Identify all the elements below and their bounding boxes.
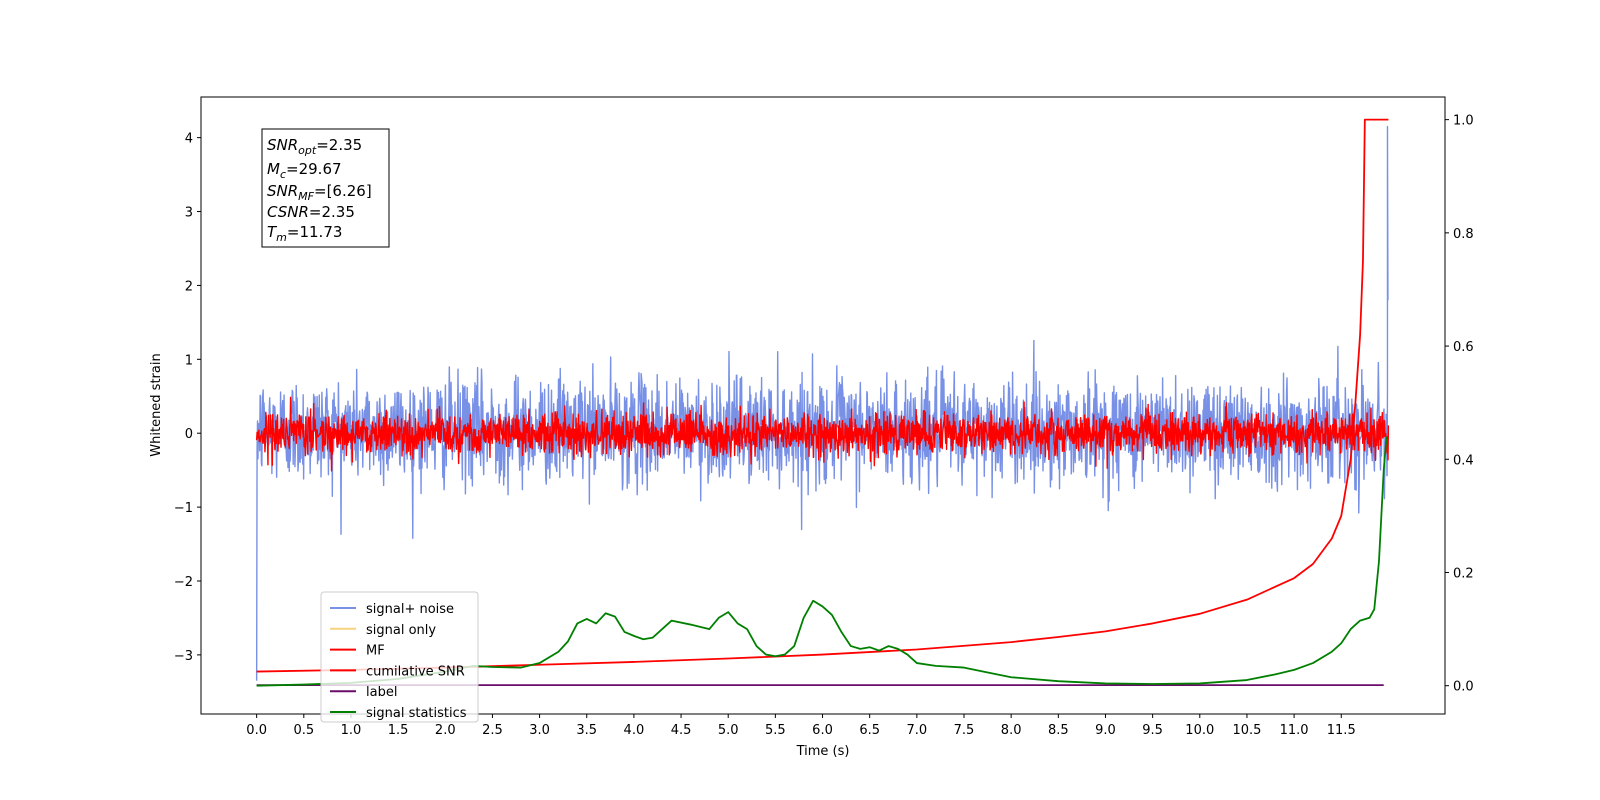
y-left-tick-label: −3 — [174, 649, 193, 664]
legend-label: label — [366, 685, 397, 700]
stats-box: SNRopt=2.35 Mc=29.67 SNRMF=[6.26] CSNR=2… — [261, 128, 390, 248]
x-tick-label: 1.5 — [388, 723, 409, 738]
stat-tm: Tm=11.73 — [267, 223, 342, 244]
x-tick-label: 10.5 — [1232, 723, 1261, 738]
x-tick-label: 11.0 — [1280, 723, 1309, 738]
series-signal-noise — [255, 125, 1389, 681]
x-tick-label: 2.0 — [435, 723, 456, 738]
y-left-tick-label: 2 — [185, 279, 193, 294]
y-right-tick-label: 0.2 — [1453, 566, 1474, 581]
x-tick-label: 6.5 — [859, 723, 880, 738]
y-left-tick-label: 0 — [185, 427, 193, 442]
x-tick-label: 2.5 — [482, 723, 503, 738]
y-right-tick-label: 0.8 — [1453, 227, 1474, 242]
y-left-tick-label: 4 — [185, 132, 193, 147]
x-tick-label: 3.5 — [576, 723, 597, 738]
series-mf — [255, 396, 1390, 472]
x-tick-label: 0.5 — [293, 723, 314, 738]
y-left-tick-label: 1 — [185, 353, 193, 368]
x-tick-label: 6.0 — [812, 723, 833, 738]
x-axis-title: Time (s) — [796, 744, 850, 759]
legend-label: signal+ noise — [366, 602, 454, 617]
series-signal-statistics — [256, 436, 1388, 687]
legend: signal+ noise signal only MF cumilative SNR… — [320, 591, 479, 723]
x-tick-label: 5.0 — [718, 723, 739, 738]
x-tick-label: 3.0 — [529, 723, 550, 738]
stat-mc: Mc=29.67 — [267, 160, 342, 181]
series-cumilative-snr — [256, 118, 1389, 673]
y-right-tick-label: 0.6 — [1453, 340, 1474, 355]
x-tick-label: 9.5 — [1142, 723, 1163, 738]
legend-label: signal only — [366, 623, 436, 638]
legend-label: cumilative SNR — [366, 664, 465, 679]
x-tick-label: 4.0 — [624, 723, 645, 738]
x-tick-label: 8.5 — [1048, 723, 1069, 738]
y-left-tick-label: −2 — [174, 575, 193, 590]
stat-csnr: CSNR=2.35 — [267, 203, 355, 221]
y-left-tick-label: 3 — [185, 206, 193, 221]
y-left-tick-label: −1 — [174, 501, 193, 516]
x-tick-label: 10.0 — [1185, 723, 1214, 738]
x-tick-label: 4.5 — [671, 723, 692, 738]
x-tick-label: 9.0 — [1095, 723, 1116, 738]
x-tick-label: 8.0 — [1001, 723, 1022, 738]
x-tick-label: 7.5 — [954, 723, 975, 738]
y-axis-title: Whitened strain — [149, 353, 164, 456]
stat-snr-mf: SNRMF=[6.26] — [267, 182, 372, 203]
x-tick-label: 11.5 — [1327, 723, 1356, 738]
stat-snr-opt: SNRopt=2.35 — [267, 136, 362, 157]
x-tick-label: 1.0 — [341, 723, 362, 738]
y-right-tick-label: 0.4 — [1453, 453, 1474, 468]
legend-label: signal statistics — [366, 706, 467, 721]
y-right-tick-label: 0.0 — [1453, 680, 1474, 695]
y-right-tick-label: 1.0 — [1453, 114, 1474, 129]
legend-label: MF — [366, 644, 385, 659]
x-tick-label: 7.0 — [906, 723, 927, 738]
x-tick-label: 5.5 — [765, 723, 786, 738]
x-tick-label: 0.0 — [246, 723, 267, 738]
